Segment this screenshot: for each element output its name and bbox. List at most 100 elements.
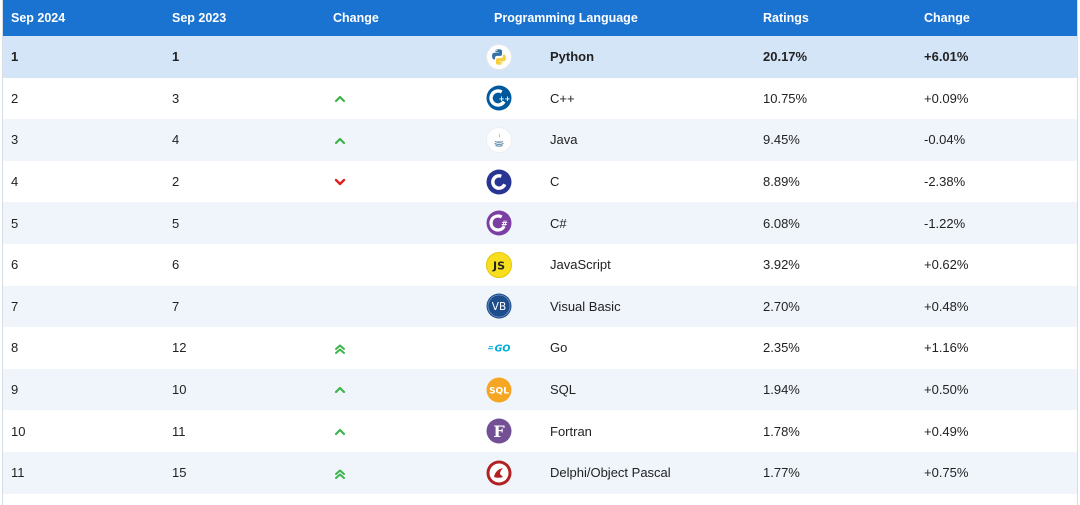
rank-change-cell (325, 36, 486, 78)
svg-text:SQL: SQL (489, 386, 509, 396)
language-name: C++ (550, 90, 575, 106)
table-row[interactable]: 2 3 ++ C++ 10.75% +0.09% (3, 77, 1077, 120)
rank-sep-2024: 1 (11, 49, 19, 65)
rank-sep-2023: 5 (172, 215, 180, 231)
rating-value: 8.89% (763, 174, 800, 190)
rank-sep-2024: 6 (11, 257, 19, 273)
rank-sep-2024: 10 (11, 423, 26, 439)
rank-change-cell (325, 286, 486, 328)
rating-change: -2.38% (924, 174, 966, 190)
rating-change: +1.16% (924, 340, 969, 356)
rank-sep-2024: 9 (11, 382, 19, 398)
rating-change: +0.09% (924, 90, 969, 106)
c-logo-icon (486, 169, 512, 195)
table-row[interactable]: 11 15 Delphi/Object Pascal 1.77% +0.75% (3, 451, 1077, 494)
go-logo-icon: GO (486, 335, 512, 361)
chevron-up-icon (333, 383, 347, 397)
language-name: Delphi/Object Pascal (550, 465, 671, 481)
no-change-marker (333, 259, 347, 273)
rank-sep-2024: 7 (11, 298, 19, 314)
rating-change: +0.50% (924, 382, 969, 398)
table-header: Sep 2024 Sep 2023 Change Programming Lan… (3, 0, 1077, 36)
header-programming-language[interactable]: Programming Language (494, 11, 638, 25)
rank-sep-2023: 2 (172, 174, 180, 190)
header-ratings[interactable]: Ratings (763, 11, 809, 25)
language-name: C (550, 174, 560, 190)
table-row[interactable]: 5 5 # C# 6.08% -1.22% (3, 202, 1077, 244)
svg-text:F: F (493, 422, 505, 441)
language-name: Go (550, 340, 568, 356)
no-change-marker (333, 217, 347, 231)
rank-sep-2024: 11 (11, 465, 25, 481)
rating-value: 2.70% (763, 298, 800, 314)
language-name: Fortran (550, 423, 592, 439)
rating-value: 3.92% (763, 257, 800, 273)
python-logo-icon (486, 43, 512, 70)
table-row[interactable]: 10 11 F Fortran 1.78% +0.49% (3, 410, 1077, 452)
chevron-up-icon (333, 92, 347, 106)
svg-text:VB: VB (492, 301, 506, 313)
rank-change-cell (325, 369, 486, 411)
rank-sep-2024: 8 (11, 340, 19, 356)
rank-change-cell (325, 119, 486, 161)
ranking-table: Sep 2024 Sep 2023 Change Programming Lan… (3, 0, 1077, 494)
language-name: Python (550, 49, 595, 65)
visual-basic-logo-icon: VB (486, 293, 512, 319)
no-change-marker (333, 300, 347, 314)
rank-sep-2024: 3 (11, 132, 19, 148)
header-sep-2024[interactable]: Sep 2024 (11, 11, 66, 25)
rating-change: +0.48% (924, 298, 969, 314)
table-row[interactable]: 1 1 Python 20.17% +6.01% (3, 36, 1077, 78)
rank-change-cell (325, 202, 486, 244)
chevron-up-icon (333, 134, 347, 148)
java-logo-icon (486, 126, 512, 153)
rating-change: +0.49% (924, 423, 969, 439)
rating-change: +6.01% (924, 49, 969, 65)
rank-sep-2023: 1 (172, 49, 180, 65)
header-change[interactable]: Change (333, 11, 379, 25)
header-sep-2023[interactable]: Sep 2023 (172, 11, 227, 25)
rating-value: 10.75% (763, 90, 808, 106)
rank-sep-2023: 7 (172, 298, 180, 314)
table-row[interactable]: 8 12 GO Go 2.35% +1.16% (3, 327, 1077, 369)
rating-change: -0.04% (924, 132, 966, 148)
rank-sep-2023: 12 (172, 340, 187, 356)
language-logo-cell: VB (486, 286, 550, 328)
csharp-logo-icon: # (486, 210, 512, 236)
header-change-percent[interactable]: Change (924, 11, 970, 25)
header-row: Sep 2024 Sep 2023 Change Programming Lan… (3, 0, 1077, 36)
language-name: Java (550, 132, 578, 148)
chevron-up-icon (333, 425, 347, 439)
rank-sep-2023: 10 (172, 382, 187, 398)
table-row[interactable]: 3 4 Java 9.45% -0.04% (3, 119, 1077, 161)
chevron-down-icon (333, 175, 347, 189)
language-logo-cell (486, 161, 550, 203)
table-row[interactable]: 7 7 VB Visual Basic 2.70% +0.48% (3, 285, 1077, 328)
language-name: JavaScript (550, 257, 611, 273)
language-logo-cell (486, 36, 550, 78)
rating-value: 2.35% (763, 340, 800, 356)
rating-value: 1.78% (763, 423, 800, 439)
cpp-logo-icon: ++ (486, 85, 512, 111)
language-name: SQL (550, 382, 577, 398)
rank-change-cell (325, 78, 486, 120)
rating-value: 20.17% (763, 49, 808, 65)
double-chevron-up-icon (333, 342, 347, 356)
javascript-logo-icon: JS (486, 251, 512, 278)
no-change-marker (333, 51, 347, 65)
rating-value: 6.08% (763, 215, 800, 231)
rank-change-cell (325, 452, 486, 494)
rank-sep-2024: 2 (11, 90, 19, 106)
table-row[interactable]: 4 2 C 8.89% -2.38% (3, 160, 1077, 203)
language-logo-cell: SQL (486, 369, 550, 411)
rank-sep-2023: 3 (172, 90, 180, 106)
svg-text:JS: JS (492, 259, 505, 272)
table-row[interactable]: 6 6 JS JavaScript 3.92% +0.62% (3, 243, 1077, 286)
delphi-logo-icon (486, 460, 512, 486)
sql-logo-icon: SQL (486, 377, 512, 403)
svg-text:++: ++ (499, 95, 511, 103)
double-chevron-up-icon (333, 467, 347, 481)
rank-sep-2023: 11 (172, 423, 186, 439)
table-row[interactable]: 9 10 SQL SQL 1.94% +0.50% (3, 368, 1077, 411)
rank-change-cell (325, 410, 486, 452)
